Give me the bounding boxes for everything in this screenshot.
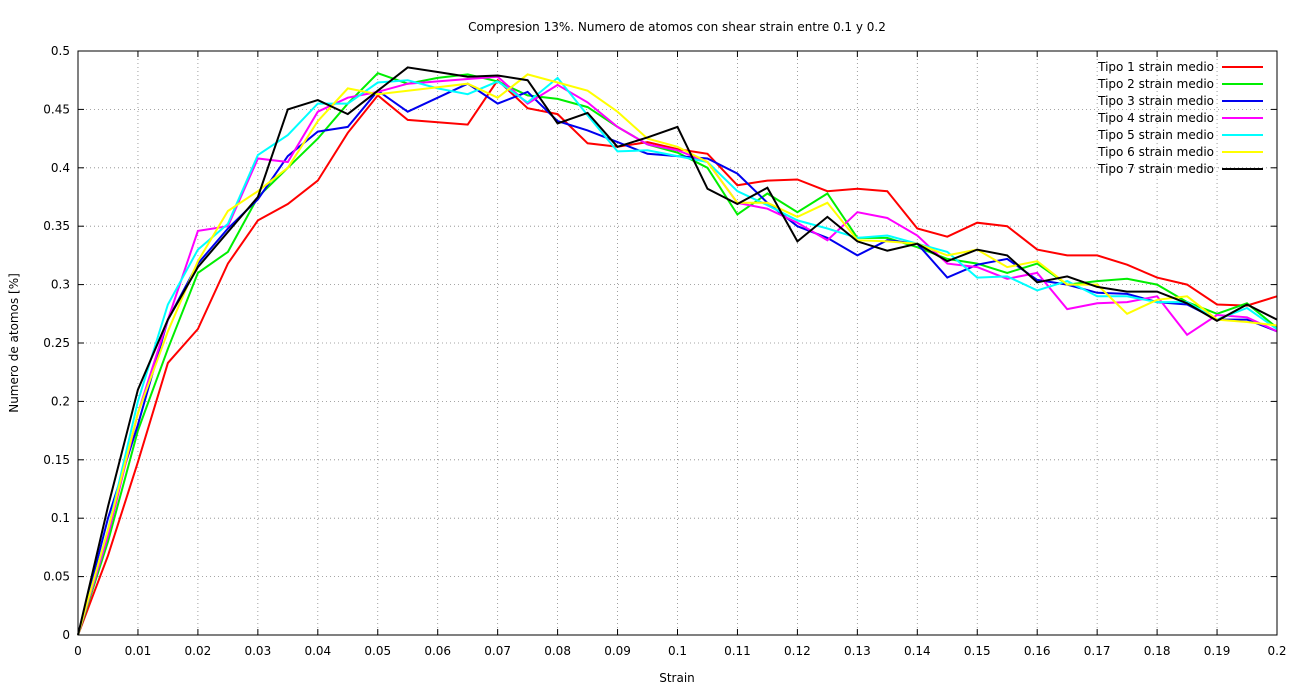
x-tick-label: 0.11 <box>724 644 751 658</box>
x-tick-label: 0.03 <box>244 644 271 658</box>
y-tick-label: 0 <box>62 628 70 642</box>
series-line-6 <box>77 73 1278 636</box>
x-tick-label: 0.15 <box>964 644 991 658</box>
x-tick-label: 0.01 <box>125 644 152 658</box>
x-tick-label: 0.05 <box>364 644 391 658</box>
legend-label-7: Tipo 7 strain medio <box>1097 162 1214 176</box>
y-tick-label: 0.1 <box>51 511 70 525</box>
y-tick-label: 0.05 <box>43 570 70 584</box>
y-axis-label: Numero de atomos [%] <box>7 273 21 413</box>
x-tick-label: 0.06 <box>424 644 451 658</box>
y-tick-label: 0.4 <box>51 161 70 175</box>
x-tick-label: 0.1 <box>668 644 687 658</box>
y-tick-label: 0.45 <box>43 102 70 116</box>
x-tick-label: 0.13 <box>844 644 871 658</box>
grid <box>78 51 1277 635</box>
legend: Tipo 1 strain medio Tipo 2 strain medio Ti… <box>1097 60 1263 176</box>
x-tick-label: 0.02 <box>185 644 212 658</box>
x-tick-label: 0 <box>74 644 82 658</box>
x-tick-label: 0.19 <box>1204 644 1231 658</box>
x-tick-label: 0.09 <box>604 644 631 658</box>
x-tick-label: 0.12 <box>784 644 811 658</box>
x-tick-label: 0.14 <box>904 644 931 658</box>
x-tick-label: 0.17 <box>1084 644 1111 658</box>
y-tick-label: 0.25 <box>43 336 70 350</box>
y-tick-label: 0.5 <box>51 44 70 58</box>
legend-label-3: Tipo 3 strain medio <box>1097 94 1214 108</box>
y-tick-label: 0.15 <box>43 453 70 467</box>
series-line-7 <box>77 66 1278 636</box>
y-tick-label: 0.35 <box>43 219 70 233</box>
x-tick-label: 0.18 <box>1144 644 1171 658</box>
series-lines <box>77 66 1278 636</box>
chart-title: Compresion 13%. Numero de atomos con she… <box>468 20 886 34</box>
legend-label-1: Tipo 1 strain medio <box>1097 60 1214 74</box>
series-line-4 <box>77 75 1278 636</box>
legend-label-5: Tipo 5 strain medio <box>1097 128 1214 142</box>
series-line-1 <box>77 78 1278 636</box>
legend-label-2: Tipo 2 strain medio <box>1097 77 1214 91</box>
series-line-2 <box>77 72 1278 636</box>
y-tick-label: 0.3 <box>51 278 70 292</box>
x-axis-label: Strain <box>659 671 695 685</box>
ticks <box>77 50 1278 636</box>
x-tick-label: 0.2 <box>1267 644 1286 658</box>
y-tick-label: 0.2 <box>51 394 70 408</box>
series-line-5 <box>77 76 1278 636</box>
x-tick-label: 0.07 <box>484 644 511 658</box>
legend-label-4: Tipo 4 strain medio <box>1097 111 1214 125</box>
x-tick-label: 0.04 <box>304 644 331 658</box>
x-tick-label: 0.16 <box>1024 644 1051 658</box>
legend-label-6: Tipo 6 strain medio <box>1097 145 1214 159</box>
x-tick-label: 0.08 <box>544 644 571 658</box>
tick-labels: 0 0.01 0.02 0.03 0.04 0.05 0.06 0.07 0.08 0.09 0.1… <box>43 44 1286 658</box>
